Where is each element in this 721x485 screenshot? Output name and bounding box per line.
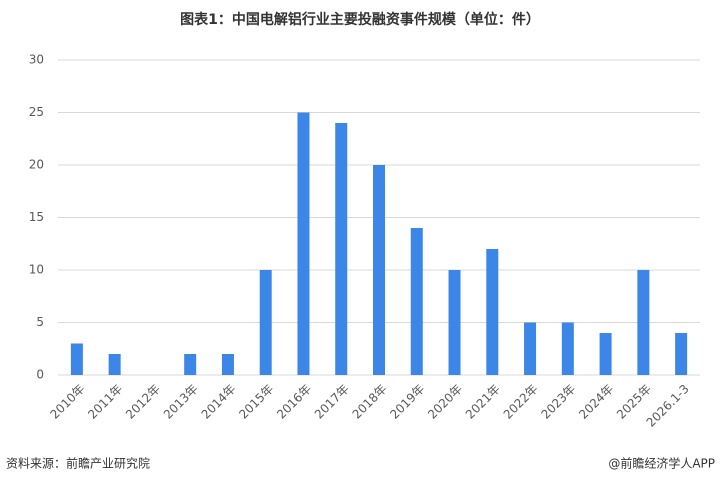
y-tick-label: 10 [29, 263, 44, 277]
x-tick-label: 2014年 [199, 382, 239, 422]
bar [108, 354, 121, 375]
bar [221, 354, 234, 375]
bar [297, 112, 310, 375]
bar [561, 322, 574, 375]
x-tick-label: 2019年 [387, 382, 427, 422]
y-tick-label: 25 [29, 105, 44, 119]
x-tick-label: 2012年 [123, 382, 163, 422]
x-tick-label: 2016年 [274, 382, 314, 422]
x-tick-label: 2021年 [463, 382, 503, 422]
bar [448, 270, 461, 375]
x-tick-label: 2022年 [501, 382, 541, 422]
bar [486, 249, 499, 375]
bar [410, 228, 423, 375]
chart-title: 图表1：中国电解铝行业主要投融资事件规模（单位：件） [180, 11, 540, 28]
x-tick-label: 2011年 [85, 382, 125, 422]
x-tick-label: 2018年 [350, 382, 390, 422]
y-tick-label: 5 [36, 315, 44, 329]
y-tick-label: 30 [29, 53, 44, 67]
x-tick-label: 2013年 [161, 382, 201, 422]
bar [373, 165, 385, 375]
bar [335, 123, 348, 375]
bar [599, 333, 612, 375]
x-tick-label: 2017年 [312, 382, 352, 422]
x-tick-label: 2023年 [538, 382, 578, 422]
y-tick-label: 20 [29, 158, 44, 172]
bar [637, 270, 650, 375]
bar [259, 270, 272, 375]
y-tick-label: 15 [29, 210, 44, 224]
x-tick-label: 2015年 [236, 382, 276, 422]
x-tick-label: 2020年 [425, 382, 465, 422]
source-note: 资料来源：前瞻产业研究院 [6, 456, 150, 471]
credit-note: @前瞻经济学人APP [608, 456, 715, 471]
bar [184, 354, 197, 375]
x-tick-label: 2024年 [576, 382, 616, 422]
x-tick-label: 2010年 [47, 382, 87, 422]
y-tick-label: 0 [36, 368, 44, 382]
bar [70, 343, 83, 375]
bar [675, 333, 688, 375]
bar [524, 322, 537, 375]
